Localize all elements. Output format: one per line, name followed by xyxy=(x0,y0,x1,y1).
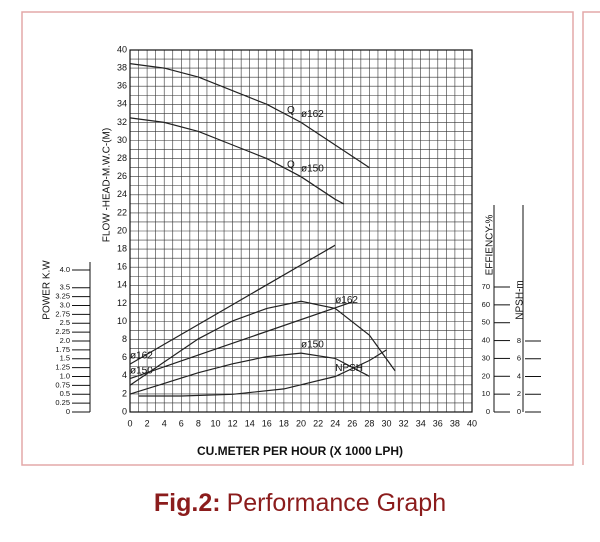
tick-label: 3.0 xyxy=(60,300,70,309)
x-tick-label: 30 xyxy=(381,418,391,428)
tick-label: 60 xyxy=(482,300,490,309)
x-tick-label: 18 xyxy=(279,418,289,428)
power-axis-title: POWER K.W xyxy=(42,260,53,320)
x-tick-label: 28 xyxy=(364,418,374,428)
y-tick-label: 18 xyxy=(117,243,127,253)
y-tick-label: 12 xyxy=(117,298,127,308)
x-tick-label: 38 xyxy=(450,418,460,428)
x-tick-label: 6 xyxy=(179,418,184,428)
y-tick-label: 28 xyxy=(117,153,127,163)
caption-text: Performance Graph xyxy=(227,489,447,517)
y-tick-label: 4 xyxy=(122,370,127,380)
tick-label: 70 xyxy=(482,282,490,291)
tick-label: 20 xyxy=(482,371,490,380)
y-tick-label: 10 xyxy=(117,316,127,326)
tick-label: 4 xyxy=(517,371,521,380)
y-tick-label: 16 xyxy=(117,262,127,272)
curve xyxy=(129,244,336,365)
tick-label: 0.75 xyxy=(55,380,70,389)
y-tick-label: 14 xyxy=(117,280,127,290)
tick-label: 50 xyxy=(482,318,490,327)
tick-label: 1.75 xyxy=(55,345,70,354)
curve-label: ø150 xyxy=(130,365,153,376)
x-tick-label: 22 xyxy=(313,418,323,428)
tick-label: 3.25 xyxy=(55,292,70,301)
frame-neighbor xyxy=(582,11,600,465)
tick-label: 0 xyxy=(486,407,490,416)
tick-label: 2 xyxy=(517,389,521,398)
plot-border xyxy=(129,49,473,413)
tick-label: 30 xyxy=(482,353,490,362)
tick-label: 1.0 xyxy=(60,371,70,380)
y-tick-label: 22 xyxy=(117,207,127,217)
tick-label: 2.75 xyxy=(55,309,70,318)
x-tick-label: 34 xyxy=(416,418,426,428)
curve-symbol: Q xyxy=(287,105,295,116)
curve-label: NPSH xyxy=(335,363,363,374)
y-tick-label: 20 xyxy=(117,225,127,235)
curve-symbol: Q xyxy=(287,159,295,170)
x-tick-label: 40 xyxy=(467,418,477,428)
x-tick-label: 10 xyxy=(210,418,220,428)
head-axis-title: FLOW -HEAD-M.W.C-(M) xyxy=(102,128,113,242)
curve-label: ø162 xyxy=(130,351,153,362)
tick-label: 2.0 xyxy=(60,336,70,345)
y-tick-label: 36 xyxy=(117,81,127,91)
tick-label: 40 xyxy=(482,336,490,345)
tick-label: 1.25 xyxy=(55,363,70,372)
tick-label: 0.5 xyxy=(60,389,70,398)
y-tick-label: 40 xyxy=(117,44,127,54)
tick-label: 0 xyxy=(517,407,521,416)
x-tick-label: 12 xyxy=(228,418,238,428)
x-tick-label: 8 xyxy=(196,418,201,428)
x-tick-label: 0 xyxy=(127,418,132,428)
y-tick-label: 24 xyxy=(117,189,127,199)
x-tick-label: 36 xyxy=(433,418,443,428)
tick-label: 2.25 xyxy=(55,327,70,336)
tick-label: 6 xyxy=(517,354,521,363)
caption: Fig.2: Performance Graph xyxy=(154,489,446,517)
frame xyxy=(21,11,574,466)
curve-label: ø162 xyxy=(301,109,324,120)
y-tick-label: 26 xyxy=(117,171,127,181)
x-tick-label: 16 xyxy=(262,418,272,428)
x-tick-label: 26 xyxy=(347,418,357,428)
tick-label: 8 xyxy=(517,336,521,345)
caption-label: Fig.2: xyxy=(154,489,221,517)
curve xyxy=(129,300,396,386)
y-tick-label: 8 xyxy=(122,334,127,344)
x-tick-label: 14 xyxy=(245,418,255,428)
tick-label: 0 xyxy=(66,407,70,416)
x-tick-label: 2 xyxy=(145,418,150,428)
npsh-axis-title: NPSH-m xyxy=(515,280,526,319)
tick-label: 2.5 xyxy=(60,318,70,327)
tick-label: 1.5 xyxy=(60,354,70,363)
efficiency-axis-title: EFFIENCY-% xyxy=(485,215,496,276)
tick-label: 3.5 xyxy=(60,283,70,292)
tick-label: 4.0 xyxy=(60,265,70,274)
y-tick-label: 2 xyxy=(122,388,127,398)
curve xyxy=(129,117,345,205)
y-tick-label: 32 xyxy=(117,117,127,127)
curve xyxy=(129,301,353,380)
tick-label: 0.25 xyxy=(55,398,70,407)
x-tick-label: 20 xyxy=(296,418,306,428)
curve-label: ø150 xyxy=(301,163,324,174)
curve xyxy=(129,352,370,395)
y-tick-label: 0 xyxy=(122,406,127,416)
y-tick-label: 34 xyxy=(117,99,127,109)
y-tick-label: 6 xyxy=(122,352,127,362)
curve-label: ø162 xyxy=(335,295,358,306)
y-tick-label: 30 xyxy=(117,135,127,145)
x-tick-label: 32 xyxy=(399,418,409,428)
tick-label: 10 xyxy=(482,389,490,398)
curve xyxy=(138,349,387,397)
x-tick-label: 24 xyxy=(330,418,340,428)
curve xyxy=(129,63,370,169)
x-tick-label: 4 xyxy=(162,418,167,428)
y-tick-label: 38 xyxy=(117,62,127,72)
x-axis-title: CU.METER PER HOUR (X 1000 LPH) xyxy=(197,444,403,458)
curve-label: ø150 xyxy=(301,340,324,351)
